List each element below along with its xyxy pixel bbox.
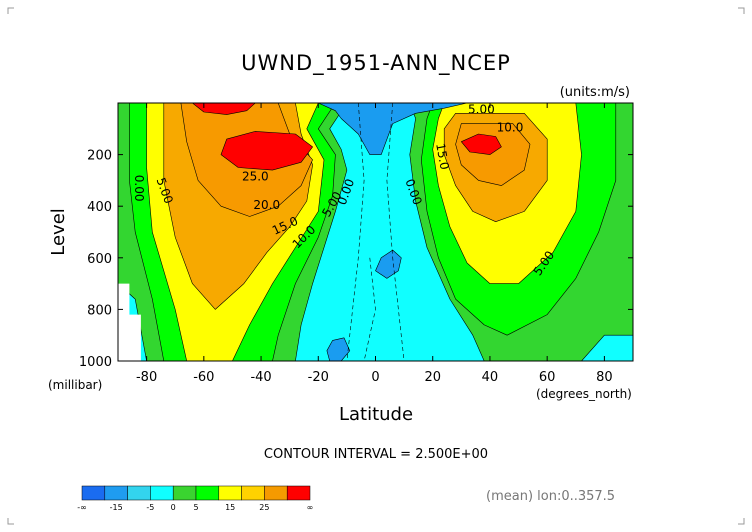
contour-label: 10.0 bbox=[497, 120, 524, 134]
colorbar-swatch bbox=[286, 485, 311, 501]
units-label: (units:m/s) bbox=[560, 85, 630, 100]
contour-label: 15.0 bbox=[433, 142, 451, 171]
colorbar-swatch bbox=[104, 485, 128, 501]
contour-interval: CONTOUR INTERVAL = 2.500E+00 bbox=[264, 447, 488, 462]
negative-contour-line bbox=[386, 103, 405, 361]
x-tick-label: 0 bbox=[371, 370, 379, 385]
corner-marks bbox=[7, 7, 745, 525]
x-tick-label: -20 bbox=[308, 370, 329, 385]
x-axis-label: Latitude bbox=[339, 404, 413, 425]
contour-label: 0.00 bbox=[132, 175, 146, 202]
contour-label: 5.00 bbox=[468, 102, 495, 116]
colorbar-label: 25 bbox=[259, 503, 269, 512]
colorbar-swatch bbox=[241, 485, 265, 501]
contour-fills bbox=[118, 103, 633, 361]
y-tick-label: 200 bbox=[87, 149, 112, 164]
x-axis: -80 -60 -40 -20 0 20 40 60 80 bbox=[136, 103, 613, 385]
negative-contour-line bbox=[363, 257, 376, 361]
x-tick-label: 40 bbox=[482, 370, 499, 385]
colorbar-swatch bbox=[264, 485, 288, 501]
chart-title: UWND_1951-ANN_NCEP bbox=[241, 51, 511, 76]
contour-region-nh-25 bbox=[461, 133, 502, 155]
y-tick-label: 400 bbox=[87, 200, 112, 215]
contour-lines bbox=[346, 103, 405, 361]
colorbar-label: 0 bbox=[171, 503, 176, 512]
contour-region-sh-25-upper bbox=[192, 103, 256, 115]
y-axis-label: Level bbox=[48, 208, 69, 256]
y-axis: 200 400 600 800 1000 bbox=[79, 149, 633, 370]
x-tick-label: -60 bbox=[193, 370, 214, 385]
colorbar-swatch bbox=[218, 485, 242, 501]
y-tick-label: 1000 bbox=[79, 355, 112, 370]
colorbar-label: -5 bbox=[146, 503, 154, 512]
colorbar-label: 15 bbox=[225, 503, 235, 512]
x-tick-label: -80 bbox=[136, 370, 157, 385]
y-tick-label: 800 bbox=[87, 303, 112, 318]
negative-contour-line bbox=[346, 103, 365, 361]
x-tick-label: 80 bbox=[596, 370, 613, 385]
missing-data-region bbox=[118, 283, 141, 361]
footer-mean-lon: (mean) lon:0..357.5 bbox=[486, 489, 615, 504]
colorbar-swatch bbox=[127, 485, 151, 501]
contour-label: 20.0 bbox=[253, 198, 280, 212]
colorbar-label: -15 bbox=[110, 503, 123, 512]
colorbar-swatch bbox=[81, 485, 106, 501]
colorbar-swatch bbox=[172, 485, 197, 501]
y-tick-label: 600 bbox=[87, 252, 112, 267]
colorbar-swatch bbox=[195, 485, 220, 501]
x-tick-label: -40 bbox=[250, 370, 271, 385]
plot-area: -80 -60 -40 -20 0 20 40 60 80 200 400 600 800 1000 0… bbox=[79, 102, 634, 385]
colorbar-label: 5 bbox=[193, 503, 198, 512]
contour-region-mid-easterly bbox=[375, 249, 402, 279]
colorbar-swatch bbox=[150, 485, 174, 501]
x-tick-label: 60 bbox=[539, 370, 556, 385]
colorbar: -∞ -15 -5 0 5 15 25 ∞ bbox=[77, 485, 314, 512]
contour-region-top-easterly bbox=[318, 103, 468, 155]
y-axis-unit: (millibar) bbox=[48, 378, 102, 392]
x-tick-label: 20 bbox=[424, 370, 441, 385]
contour-region-sh-25-lower bbox=[220, 131, 313, 171]
contour-label: 25.0 bbox=[242, 169, 269, 183]
colorbar-label: -∞ bbox=[77, 503, 87, 512]
contour-region-low-easterly bbox=[326, 337, 351, 361]
colorbar-label: ∞ bbox=[307, 503, 314, 512]
x-axis-unit: (degrees_north) bbox=[536, 387, 632, 401]
